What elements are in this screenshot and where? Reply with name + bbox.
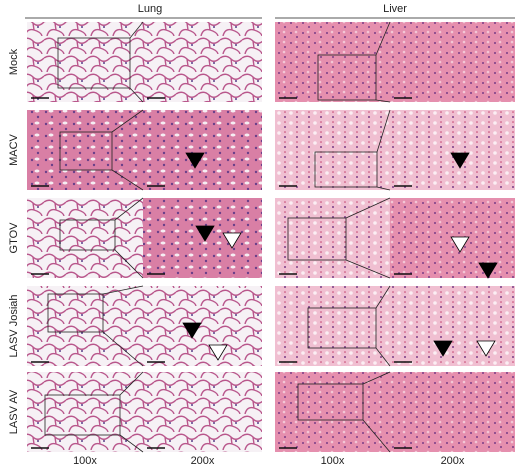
inset-box [47, 293, 104, 333]
micrograph [143, 22, 262, 102]
inset-box [307, 307, 377, 349]
magnification-label: 100x [321, 455, 345, 467]
micrograph [275, 22, 390, 102]
column-header: Liver [383, 3, 407, 15]
inset-box [314, 151, 378, 188]
inset-line [111, 169, 144, 191]
row-label: GTOV [8, 222, 20, 254]
inset-line [375, 99, 391, 103]
micrograph [143, 198, 262, 278]
inset-line [114, 197, 144, 221]
column-header: Lung [138, 3, 162, 15]
micrograph [390, 286, 515, 366]
micrograph [27, 286, 143, 366]
arrowhead [476, 340, 496, 357]
inset-line [129, 87, 144, 103]
inset-line [375, 347, 391, 367]
inset-box [287, 217, 347, 261]
micrograph [275, 110, 390, 190]
magnification-label: 200x [191, 455, 215, 467]
inset-line [119, 371, 144, 396]
micrograph [390, 372, 515, 452]
arrowhead [478, 262, 498, 279]
inset-box [317, 54, 377, 101]
arrowhead [185, 152, 205, 169]
arrowhead [182, 322, 202, 339]
row-label: MACV [8, 133, 20, 165]
arrowhead [195, 225, 215, 242]
inset-line [376, 186, 391, 191]
micrograph [27, 372, 143, 452]
micrograph [390, 110, 515, 190]
arrowhead [450, 236, 470, 253]
inset-box [59, 219, 116, 251]
magnification-label: 200x [441, 455, 465, 467]
inset-line [114, 249, 144, 279]
arrowhead [208, 344, 228, 361]
micrograph [275, 286, 390, 366]
inset-line [362, 371, 391, 385]
micrograph [27, 198, 143, 278]
arrowhead [222, 232, 242, 249]
inset-box [57, 37, 131, 89]
micrograph [390, 22, 515, 102]
inset-line [111, 109, 144, 133]
magnification-label: 100x [73, 455, 97, 467]
inset-line [119, 434, 144, 453]
micrograph [27, 22, 143, 102]
micrograph [143, 110, 262, 190]
inset-line [102, 285, 144, 295]
inset-line [376, 109, 391, 153]
inset-box [44, 394, 121, 436]
inset-line [375, 21, 391, 56]
inset-line [345, 197, 391, 219]
micrograph [275, 372, 390, 452]
arrowhead [433, 340, 453, 357]
row-label: LASV AV [8, 389, 20, 434]
inset-line [129, 21, 144, 39]
inset-line [102, 331, 144, 367]
inset-line [362, 419, 391, 453]
arrowhead [450, 152, 470, 169]
inset-box [59, 131, 113, 171]
inset-box [297, 383, 364, 421]
row-label: LASV Josiah [8, 295, 20, 358]
row-label: Mock [8, 48, 20, 75]
micrograph [275, 198, 390, 278]
micrograph [143, 372, 262, 452]
inset-line [375, 285, 391, 309]
micrograph [143, 286, 262, 366]
inset-line [345, 259, 391, 279]
